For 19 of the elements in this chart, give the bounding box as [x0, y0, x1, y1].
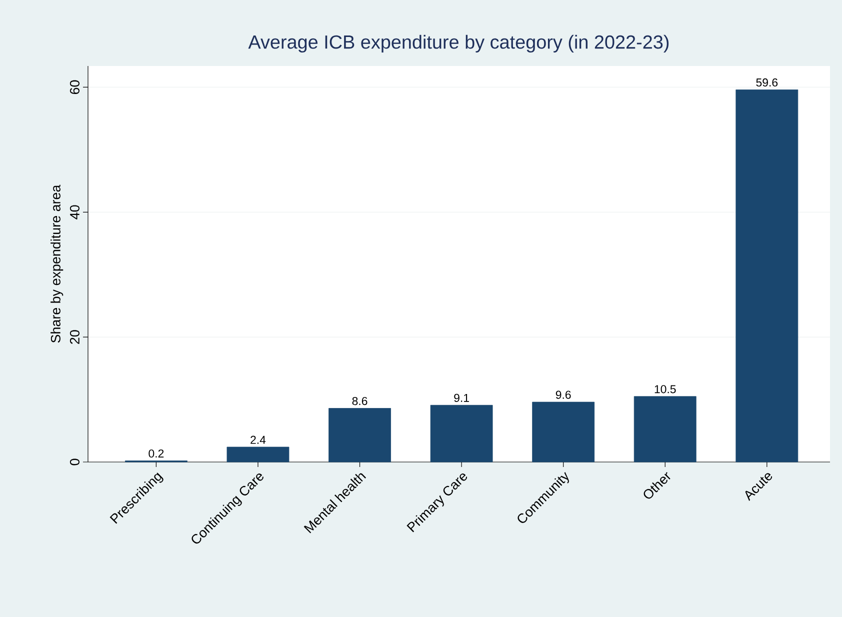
- chart-title: Average ICB expenditure by category (in 2022-23): [248, 34, 669, 52]
- data-label: 9.6: [556, 390, 571, 399]
- bar: [430, 404, 493, 462]
- y-tick-label: 20: [70, 330, 80, 344]
- bar: [226, 446, 290, 462]
- data-label: 0.2: [148, 449, 164, 458]
- data-label: 8.6: [352, 396, 368, 406]
- y-tick-label: 60: [70, 80, 80, 94]
- bar: [328, 408, 391, 462]
- data-label: 2.4: [250, 436, 266, 444]
- data-label: 9.1: [454, 394, 469, 402]
- y-tick-label: 40: [70, 205, 80, 220]
- bar: [634, 396, 696, 462]
- bar: [532, 402, 595, 462]
- y-axis-title: Share by expenditure area: [50, 184, 64, 343]
- bar: [736, 90, 798, 462]
- y-tick-label: 0: [70, 458, 80, 466]
- data-label: 59.6: [756, 78, 778, 87]
- data-label: 10.5: [654, 385, 676, 394]
